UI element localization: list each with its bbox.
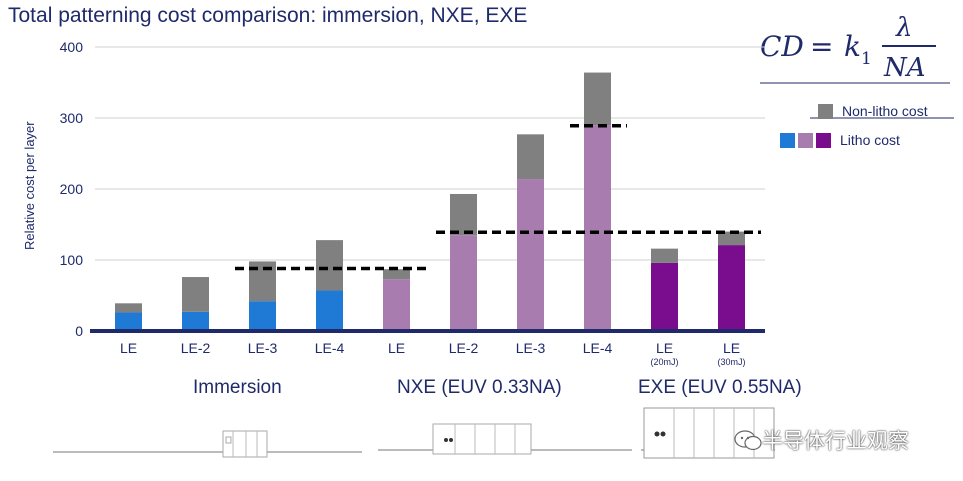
x-tick-label: LE-4 (315, 340, 345, 356)
y-tick-label: 0 (75, 323, 83, 339)
x-tick-label: LE (388, 340, 405, 356)
x-tick-label: LE (723, 340, 740, 356)
bar-litho-cost (115, 312, 142, 331)
y-tick-label: 200 (60, 181, 84, 197)
y-tick-label: 300 (60, 110, 84, 126)
bar-litho-cost (718, 245, 745, 331)
y-tick-label: 400 (60, 39, 84, 55)
bar-non-litho-cost (584, 72, 611, 126)
bar-non-litho-cost (316, 240, 343, 291)
formula-k: k (844, 30, 861, 63)
legend-label-non-litho: Non-litho cost (842, 103, 928, 119)
formula-subscript: 1 (861, 49, 872, 69)
bar-litho-cost (450, 235, 477, 331)
bar-non-litho-cost (651, 248, 678, 263)
watermark-text: 半导体行业观察 (762, 429, 909, 453)
x-tick-label: LE-2 (449, 340, 479, 356)
formula-cd: CD (760, 30, 804, 63)
cd-formula: CD = k 1 λ NA (760, 13, 950, 84)
chart-title: Total patterning cost comparison: immers… (8, 4, 528, 27)
legend-swatch-exe (816, 132, 831, 148)
bar-litho-cost (316, 290, 343, 331)
bar-litho-cost (651, 262, 678, 331)
legend-swatch-non-litho (818, 103, 833, 119)
watermark: 半导体行业观察 (734, 425, 909, 455)
x-tick-label: LE-4 (583, 340, 613, 356)
bar-litho-cost (584, 125, 611, 331)
nxe-scanner-image (378, 423, 632, 455)
bar-litho-cost (517, 179, 544, 331)
legend-item-non-litho: Non-litho cost (818, 103, 928, 119)
x-tick-sublabel: (30mJ) (717, 357, 745, 367)
formula-lambda: λ (895, 13, 912, 43)
group-label-immersion: Immersion (193, 377, 282, 398)
bar-non-litho-cost (450, 193, 477, 236)
bar-non-litho-cost (115, 303, 142, 313)
bar-litho-cost (383, 279, 410, 331)
bar-non-litho-cost (718, 231, 745, 246)
y-tick-label: 100 (60, 252, 84, 268)
legend-label-litho: Litho cost (840, 132, 900, 148)
x-tick-label: LE-3 (516, 340, 546, 356)
bar-litho-cost (182, 311, 209, 331)
legend-swatch-nxe (798, 132, 813, 148)
formula-na: NA (883, 53, 926, 83)
x-tick-label: LE-2 (181, 340, 211, 356)
x-tick-sublabel: (20mJ) (650, 357, 678, 367)
immersion-scanner-image (53, 430, 362, 458)
x-tick-label: LE (656, 340, 673, 356)
formula-equals: = (810, 30, 833, 63)
legend-item-litho: Litho cost (780, 132, 900, 148)
bar-non-litho-cost (517, 134, 544, 180)
x-tick-label: LE (120, 340, 137, 356)
group-label-nxe: NXE (EUV 0.33NA) (397, 377, 562, 398)
bar-litho-cost (249, 301, 276, 331)
legend: Non-litho cost Litho cost (776, 98, 956, 158)
legend-divider (810, 117, 954, 119)
bar-non-litho-cost (182, 277, 209, 312)
group-label-exe: EXE (EUV 0.55NA) (638, 377, 802, 398)
bar-non-litho-cost (383, 269, 410, 280)
legend-swatch-immersion (780, 132, 795, 148)
x-tick-label: LE-3 (248, 340, 278, 356)
cost-chart: 0 100 200 300 400 LE LE-2 LE-3 LE-4 LE LE-2 LE-3 LE-… (60, 39, 765, 367)
wechat-icon (734, 430, 762, 451)
